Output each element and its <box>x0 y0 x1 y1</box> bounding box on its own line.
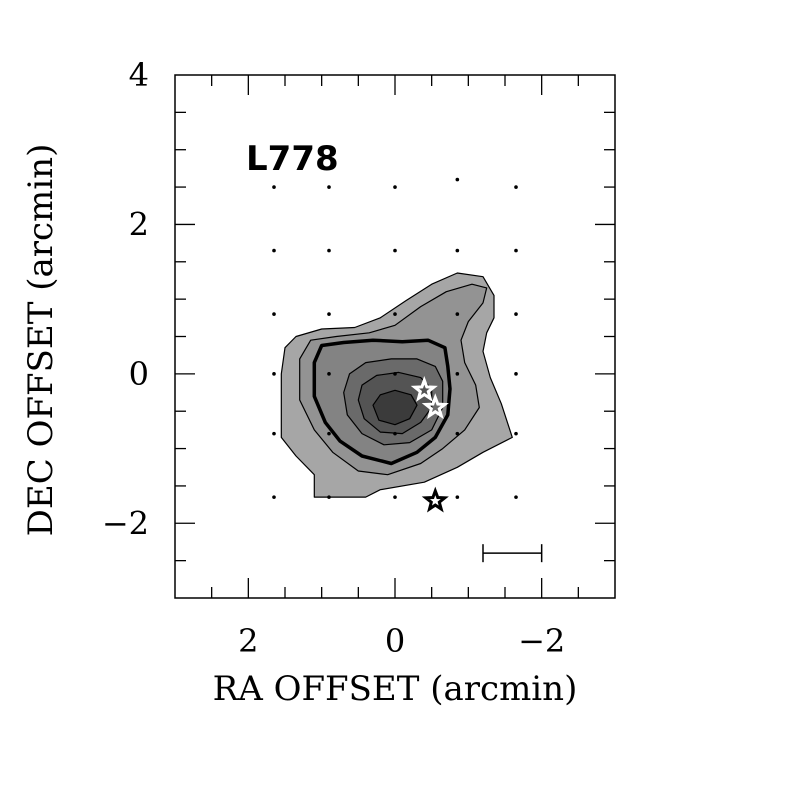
sample-point <box>327 312 331 316</box>
sample-point <box>393 248 397 253</box>
sample-point <box>455 495 460 499</box>
sample-point <box>514 372 518 376</box>
source-star-black <box>421 486 449 513</box>
x-tick-label: −2 <box>518 622 565 660</box>
sample-point <box>272 248 276 253</box>
sample-point <box>455 248 460 253</box>
source-star-white <box>410 375 438 402</box>
sample-grid <box>272 177 518 499</box>
y-axis-label: DEC OFFSET (arcmin) <box>21 144 61 537</box>
sample-point <box>327 431 331 436</box>
contour-level-6 <box>372 389 418 426</box>
sample-point <box>272 431 276 436</box>
sample-point <box>514 431 518 436</box>
sample-point <box>455 177 460 182</box>
sample-point <box>514 185 518 189</box>
sample-point <box>272 495 276 499</box>
scale-bar <box>482 544 543 563</box>
sample-point <box>327 495 331 499</box>
contour-layer <box>280 272 513 498</box>
sample-point <box>393 372 397 376</box>
y-tick-label: −2 <box>102 504 149 542</box>
y-tick-label: 0 <box>129 355 149 393</box>
y-tick-label: 4 <box>129 56 149 94</box>
sample-point <box>393 495 397 499</box>
sample-point <box>514 495 518 499</box>
sample-point <box>514 312 518 316</box>
x-axis-label: RA OFFSET (arcmin) <box>213 669 578 709</box>
sample-point <box>455 431 460 436</box>
sample-point <box>514 248 518 253</box>
plot-frame <box>174 74 616 599</box>
sample-point <box>455 312 460 316</box>
sample-point <box>272 185 276 189</box>
sample-point <box>272 312 276 316</box>
sample-point <box>327 248 331 253</box>
axis-ticks <box>175 75 615 598</box>
sample-point <box>272 372 276 376</box>
source-markers <box>410 375 449 513</box>
source-star-white <box>421 393 449 420</box>
sample-point <box>393 312 397 316</box>
x-tick-label: 2 <box>238 622 258 660</box>
sample-point <box>327 372 331 376</box>
x-tick-label: 0 <box>385 622 405 660</box>
sample-point <box>393 431 397 436</box>
sample-point <box>393 185 397 189</box>
sample-point <box>327 185 331 189</box>
y-tick-label: 2 <box>129 205 149 243</box>
sample-point <box>455 372 460 376</box>
tick-labels: 2 0 −2 4 2 0 −2 <box>102 56 565 660</box>
chart-title: L778 <box>246 139 339 179</box>
